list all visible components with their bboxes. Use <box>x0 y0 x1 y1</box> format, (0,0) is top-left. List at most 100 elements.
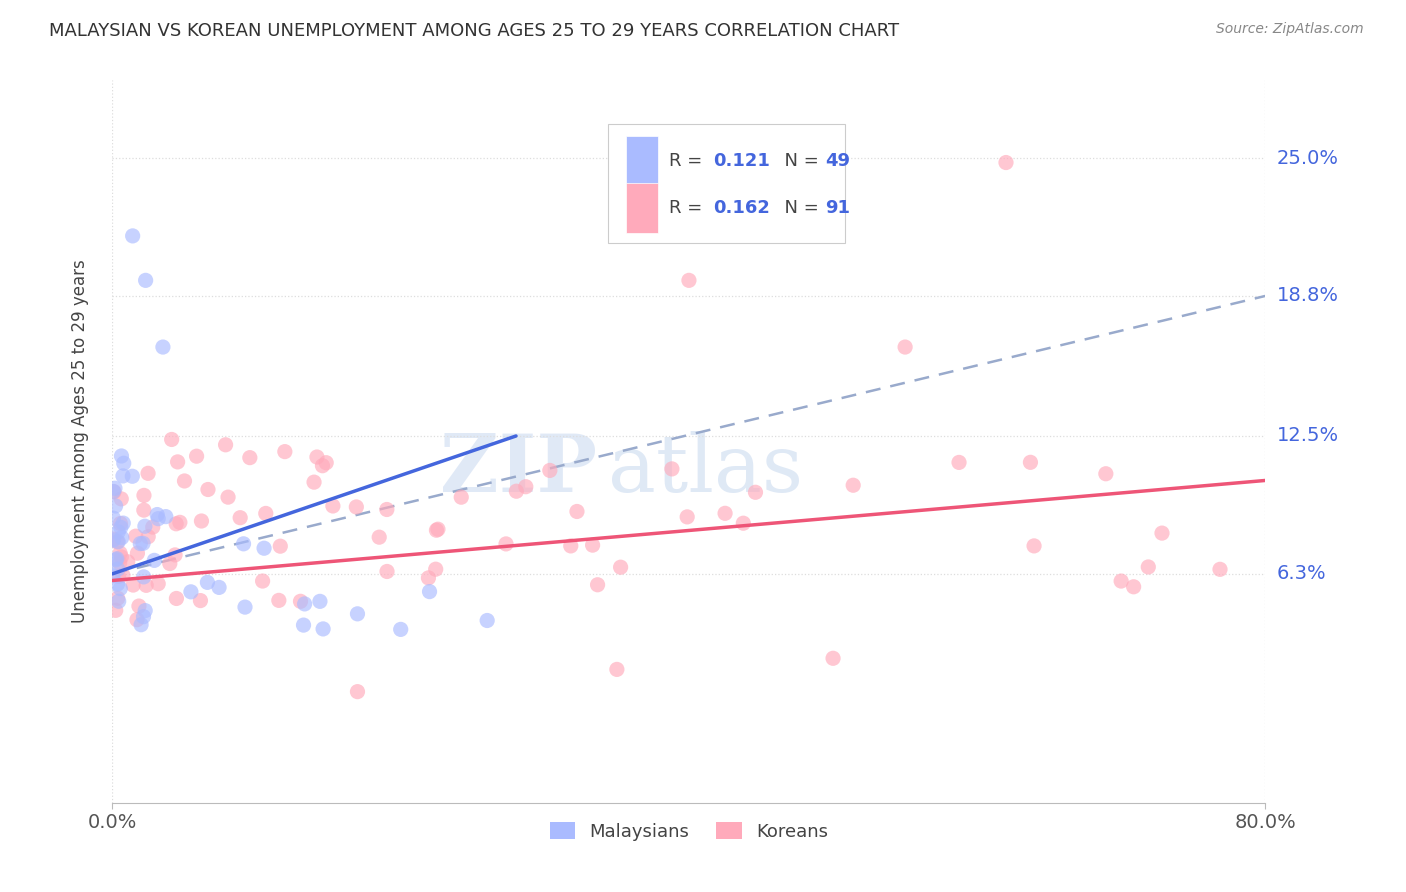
Point <box>229 510 252 524</box>
Point <box>110 491 132 506</box>
Point <box>132 488 155 502</box>
Point <box>821 651 844 665</box>
Point <box>190 514 212 528</box>
Point <box>344 500 367 514</box>
Point <box>128 599 150 613</box>
Point <box>143 553 166 567</box>
Point <box>315 456 337 470</box>
Point <box>135 273 157 287</box>
Text: 6.3%: 6.3% <box>1277 565 1326 583</box>
Point <box>107 577 129 591</box>
Point <box>425 562 447 576</box>
Point <box>214 438 236 452</box>
Point <box>125 613 148 627</box>
Text: N =: N = <box>773 152 824 169</box>
Point <box>180 584 202 599</box>
Point <box>117 555 139 569</box>
Point <box>302 475 325 490</box>
Point <box>292 618 315 632</box>
Point <box>375 502 398 516</box>
Point <box>217 490 239 504</box>
Point <box>107 524 129 539</box>
Point <box>111 568 134 582</box>
Point <box>148 511 170 525</box>
Text: ZIP: ZIP <box>440 432 596 509</box>
Point <box>1109 574 1132 588</box>
Point <box>1137 560 1160 574</box>
Point <box>606 662 628 676</box>
Point <box>426 522 449 536</box>
Point <box>186 449 208 463</box>
Text: 18.8%: 18.8% <box>1277 286 1339 305</box>
Point <box>121 228 143 243</box>
Point <box>104 481 127 495</box>
Point <box>208 581 231 595</box>
Point <box>107 534 129 549</box>
Text: atlas: atlas <box>609 432 803 509</box>
Point <box>425 523 447 537</box>
Point <box>1209 562 1232 576</box>
Point <box>165 591 187 606</box>
Point <box>112 456 135 470</box>
Point <box>894 340 917 354</box>
Text: R =: R = <box>669 199 709 217</box>
Point <box>104 553 127 567</box>
Point <box>148 576 170 591</box>
Text: 12.5%: 12.5% <box>1277 426 1339 445</box>
Point <box>450 490 472 504</box>
Point <box>103 511 125 525</box>
Point <box>609 560 631 574</box>
Point <box>714 506 737 520</box>
Point <box>1022 539 1045 553</box>
Point <box>121 469 143 483</box>
Point <box>107 562 129 576</box>
Point <box>346 684 368 698</box>
Point <box>166 455 188 469</box>
Point <box>678 273 700 287</box>
Point <box>581 538 603 552</box>
Point <box>112 516 135 530</box>
Point <box>155 509 177 524</box>
Point <box>505 484 527 499</box>
Text: MALAYSIAN VS KOREAN UNEMPLOYMENT AMONG AGES 25 TO 29 YEARS CORRELATION CHART: MALAYSIAN VS KOREAN UNEMPLOYMENT AMONG A… <box>49 22 900 40</box>
FancyBboxPatch shape <box>626 136 658 186</box>
Text: N =: N = <box>773 199 824 217</box>
Point <box>995 155 1018 169</box>
Point <box>197 483 219 497</box>
Point <box>1122 580 1144 594</box>
Point <box>515 480 537 494</box>
Point <box>239 450 262 465</box>
Point <box>267 593 290 607</box>
Point <box>744 485 766 500</box>
Point <box>661 462 683 476</box>
Point <box>103 533 125 547</box>
Point <box>1095 467 1118 481</box>
FancyBboxPatch shape <box>626 183 658 233</box>
Point <box>565 504 588 518</box>
Point <box>105 534 128 549</box>
Point <box>169 516 191 530</box>
Point <box>111 469 134 483</box>
Text: 49: 49 <box>825 152 851 169</box>
Y-axis label: Unemployment Among Ages 25 to 29 years: Unemployment Among Ages 25 to 29 years <box>70 260 89 624</box>
Point <box>107 569 129 583</box>
Text: 25.0%: 25.0% <box>1277 149 1339 168</box>
Point <box>110 449 132 463</box>
Point <box>132 570 155 584</box>
Point <box>419 584 441 599</box>
Point <box>190 593 212 607</box>
Point <box>586 578 609 592</box>
Point <box>253 541 276 556</box>
Point <box>136 530 159 544</box>
Point <box>127 546 149 560</box>
Point <box>142 520 165 534</box>
Point <box>160 433 183 447</box>
Point <box>159 557 181 571</box>
Point <box>197 575 219 590</box>
Text: Source: ZipAtlas.com: Source: ZipAtlas.com <box>1216 22 1364 37</box>
Point <box>107 594 129 608</box>
Point <box>110 516 132 531</box>
Text: 91: 91 <box>825 199 851 217</box>
Point <box>560 539 582 553</box>
Point <box>274 444 297 458</box>
